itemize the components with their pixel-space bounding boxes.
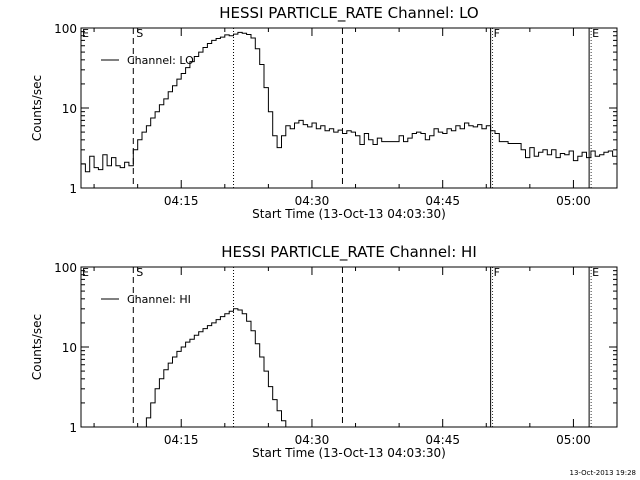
legend-label: Channel: HI (127, 293, 191, 306)
y-axis-label: Counts/sec (30, 75, 44, 141)
panel-lo: HESSI PARTICLE_RATE Channel: LO 04:15 04:3… (30, 4, 618, 221)
y-tick-label: 1 (69, 421, 77, 435)
x-tick-label: 04:45 (425, 194, 460, 208)
x-tick-label: 04:15 (164, 194, 199, 208)
event-marker-label: S (136, 266, 143, 279)
series-line (81, 31, 617, 173)
event-marker-label: E (592, 266, 599, 279)
x-tick-label: 05:00 (556, 194, 591, 208)
plot-frame (80, 27, 618, 189)
chart-title: HESSI PARTICLE_RATE Channel: LO (219, 4, 478, 23)
x-axis-label: Start Time (13-Oct-13 04:03:30) (252, 207, 446, 221)
x-axis-label: Start Time (13-Oct-13 04:03:30) (252, 446, 446, 460)
series-line (144, 308, 287, 427)
x-tick-label: 04:15 (164, 433, 199, 447)
event-marker-label: F (494, 266, 500, 279)
timestamp-stamp: 13-Oct-2013 19:28 (570, 469, 636, 477)
legend-label: Channel: LO (127, 54, 194, 67)
plot-frame (80, 266, 618, 428)
y-tick-label: 1 (69, 182, 77, 196)
event-marker-label: F (494, 27, 500, 40)
y-tick-label: 100 (54, 22, 77, 36)
y-tick-label: 10 (62, 102, 77, 116)
panel-hi: HESSI PARTICLE_RATE Channel: HI 04:15 04:3… (30, 243, 618, 460)
event-marker-label: E (592, 27, 599, 40)
x-tick-label: 04:45 (425, 433, 460, 447)
y-tick-label: 10 (62, 341, 77, 355)
x-tick-label: 05:00 (556, 433, 591, 447)
y-axis-label: Counts/sec (30, 314, 44, 380)
event-marker-label: S (136, 27, 143, 40)
x-tick-label: 04:30 (295, 194, 330, 208)
x-tick-label: 04:30 (295, 433, 330, 447)
corner-label: E (82, 27, 89, 40)
chart-title: HESSI PARTICLE_RATE Channel: HI (221, 243, 477, 262)
corner-label: E (82, 266, 89, 279)
y-tick-label: 100 (54, 261, 77, 275)
